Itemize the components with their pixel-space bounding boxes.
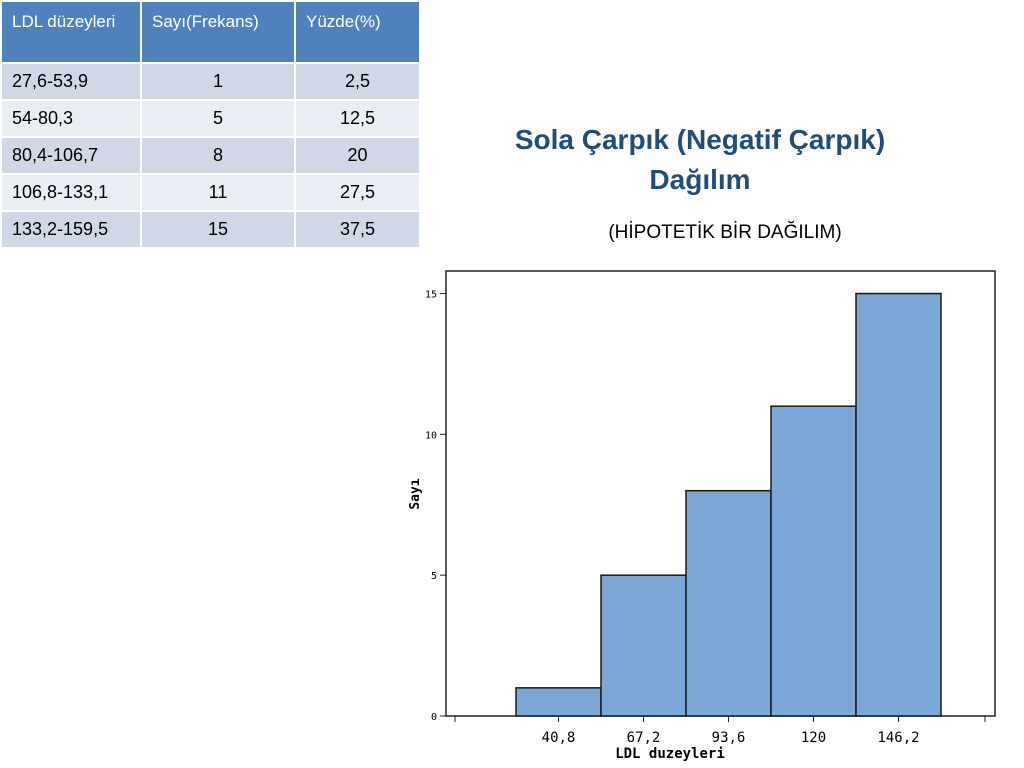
- y-tick-label: 0: [431, 712, 437, 723]
- header-frequency: Sayı(Frekans): [140, 0, 296, 64]
- cell-percent: 12,5: [294, 99, 421, 138]
- slide-title: Sola Çarpık (Negatif Çarpık) Dağılım: [514, 124, 886, 195]
- cell-count: 8: [140, 136, 296, 175]
- cell-count: 1: [140, 62, 296, 101]
- y-tick-label: 5: [431, 571, 437, 582]
- ticks-layer: 40,8 67,2 93,6 120 146,2 0 5 10 15: [425, 290, 986, 746]
- histogram-bar: [685, 489, 772, 717]
- table-row: 27,6-53,9 1 2,5: [0, 62, 421, 101]
- cell-percent: 20: [294, 136, 421, 175]
- cell-percent: 2,5: [294, 62, 421, 101]
- cell-range: 80,4-106,7: [0, 136, 142, 175]
- table-row: 133,2-159,5 15 37,5: [0, 210, 421, 249]
- cell-count: 15: [140, 210, 296, 249]
- cell-count: 11: [140, 173, 296, 212]
- x-tick-label: 67,2: [627, 730, 661, 746]
- x-tick-label: 40,8: [542, 730, 576, 746]
- cell-count: 5: [140, 99, 296, 138]
- histogram-bar: [855, 292, 942, 717]
- cell-range: 133,2-159,5: [0, 210, 142, 249]
- cell-range: 106,8-133,1: [0, 173, 142, 212]
- x-tick-label: 120: [801, 730, 826, 746]
- table-row: 54-80,3 5 12,5: [0, 99, 421, 138]
- slide-subtitle: (HİPOTETİK BİR DAĞILIM): [608, 222, 842, 243]
- cell-range: 27,6-53,9: [0, 62, 142, 101]
- histogram-bar: [600, 574, 687, 717]
- cell-percent: 37,5: [294, 210, 421, 249]
- bars-layer: [515, 292, 942, 717]
- table-row: 106,8-133,1 11 27,5: [0, 173, 421, 212]
- x-tick-label: 146,2: [877, 730, 919, 746]
- header-percent: Yüzde(%): [294, 0, 421, 64]
- cell-range: 54-80,3: [0, 99, 142, 138]
- table-header-row: LDL düzeyleri Sayı(Frekans) Yüzde(%): [0, 0, 421, 64]
- table-row: 80,4-106,7 8 20: [0, 136, 421, 175]
- histogram-bar: [515, 687, 602, 717]
- y-tick-label: 15: [425, 290, 437, 301]
- y-axis-label: Sayı: [408, 478, 423, 509]
- y-tick-label: 10: [425, 430, 437, 441]
- x-tick-label: 93,6: [712, 730, 746, 746]
- histogram-bar: [770, 405, 857, 717]
- histogram-chart: 40,8 67,2 93,6 120 146,2 0 5 10 15 LDL duzeyleri…: [408, 270, 996, 762]
- frequency-table: LDL düzeyleri Sayı(Frekans) Yüzde(%) 27,…: [0, 0, 421, 249]
- x-axis-label: LDL duzeyleri: [615, 746, 725, 762]
- header-ldl: LDL düzeyleri: [0, 0, 142, 64]
- cell-percent: 27,5: [294, 173, 421, 212]
